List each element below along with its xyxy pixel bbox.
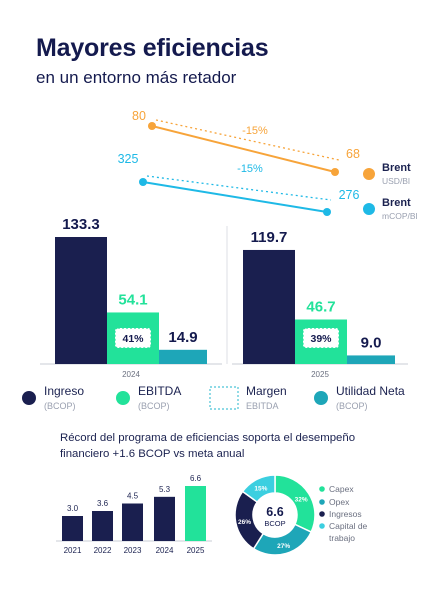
bar-utilidad-neta: [347, 355, 395, 364]
donut-legend-dot: [319, 499, 325, 505]
donut-center: [254, 494, 296, 536]
legend-dot: [116, 391, 130, 405]
donut-slice-label: 27%: [277, 543, 290, 550]
donut-legend: Capex Opex Ingresos Capital de trabajo: [319, 484, 368, 543]
legend-label: EBITDA: [138, 384, 181, 398]
brent-legend-unit: USD/Bl: [382, 176, 410, 186]
brent-dotted-line: [146, 175, 332, 201]
small-bar-category: 2023: [124, 546, 142, 555]
brent-start-value: 80: [132, 109, 146, 123]
brent-legend-unit: mCOP/Bl: [382, 211, 418, 221]
bar-ingreso: [55, 237, 107, 364]
margin-badge: [114, 327, 152, 349]
donut-legend-label: Opex: [329, 497, 350, 507]
brent-point: [139, 178, 147, 186]
brent-dotted-line: [155, 119, 340, 161]
donut-legend-dot: [319, 523, 325, 529]
brent-legend-name: Brent: [382, 162, 411, 174]
efficiencies-heading: Récord del programa de eficiencias sopor…: [60, 432, 356, 460]
brent-line: [151, 125, 336, 173]
margin-badge: [302, 327, 340, 349]
donut-legend-label: trabajo: [329, 533, 355, 543]
brent-end-value: 276: [339, 188, 360, 202]
legend-margin-box: [209, 386, 239, 410]
donut-legend-label: Capital de: [329, 521, 368, 531]
small-bar-value: 3.0: [67, 504, 79, 513]
brent-point: [331, 168, 339, 176]
legend-dot: [22, 391, 36, 405]
brent-line: [142, 181, 328, 213]
legend-label: Ingreso: [44, 384, 84, 398]
brent-point: [148, 122, 156, 130]
bar-value-label: 9.0: [361, 334, 382, 351]
bar-value-label: 133.3: [62, 216, 100, 233]
donut-center-value: 6.6: [266, 505, 283, 519]
page-title: Mayores eficiencias: [36, 34, 269, 62]
bar-ingreso: [243, 249, 295, 364]
donut-slice-label: 26%: [238, 519, 251, 526]
x-axis-category: 2025: [311, 370, 329, 379]
small-bar-value: 4.5: [127, 492, 139, 501]
legend-unit: (BCOP): [44, 401, 76, 411]
x-axis-category: 2024: [122, 370, 140, 379]
donut-slice-label: 32%: [295, 496, 308, 503]
legend-label: Utilidad Neta: [336, 384, 405, 398]
small-bar-category: 2024: [156, 546, 174, 555]
bar-utilidad-neta: [159, 349, 207, 364]
legend-unit: (BCOP): [138, 401, 170, 411]
legend-label: Margen: [246, 384, 287, 398]
bar-value-label: 54.1: [118, 291, 147, 308]
small-bar: [62, 516, 83, 541]
small-bar: [154, 496, 175, 541]
bar-value-label: 14.9: [168, 329, 197, 346]
donut-slice-capital-de-trabajo: [241, 474, 276, 504]
small-bar-category: 2025: [187, 546, 205, 555]
brent-end-value: 68: [346, 147, 360, 161]
legend-dot: [314, 391, 328, 405]
brent-legend-dot: [363, 203, 375, 215]
donut-legend-label: Ingresos: [329, 509, 362, 519]
brent-line-chart: 80 68 -15% 325 276 -15% Brent USD/Bl Brent mCOP/B…: [118, 109, 418, 221]
small-bar-category: 2022: [94, 546, 112, 555]
donut-slice-label: 15%: [254, 485, 267, 492]
financial-bar-chart: 133.3 54.1 14.9 41% 2024 119.7 46.7 9.0 39% 2025: [40, 216, 408, 379]
financial-legend: Ingreso (BCOP) EBITDA (BCOP) Margen EBITDA Uti…: [22, 384, 405, 411]
bar-value-label: 46.7: [306, 299, 335, 316]
donut-center-unit: BCOP: [264, 519, 285, 528]
legend-unit: EBITDA: [246, 401, 279, 411]
small-bar-category: 2021: [64, 546, 82, 555]
legend-unit: (BCOP): [336, 401, 368, 411]
brent-legend-dot: [363, 168, 375, 180]
brent-start-value: 325: [118, 152, 139, 166]
brent-change-label: -15%: [242, 125, 268, 137]
margin-badge-label: 41%: [122, 333, 144, 345]
donut-legend-dot: [319, 486, 325, 492]
margin-badge-label: 39%: [310, 333, 332, 345]
page-subtitle: en un entorno más retador: [36, 68, 237, 87]
donut-legend-dot: [319, 511, 325, 517]
small-bar: [122, 503, 143, 541]
brent-point: [323, 208, 331, 216]
small-bar-value: 3.6: [97, 499, 109, 508]
small-bar-value: 6.6: [190, 474, 202, 483]
brent-legend-name: Brent: [382, 197, 411, 209]
brent-change-label: -15%: [237, 163, 263, 175]
small-bar: [185, 486, 206, 541]
efficiencies-bar-chart: 3.0 2021 3.6 2022 4.5 2023 5.3 2024 6.6 2025: [56, 474, 212, 555]
small-bar: [92, 511, 113, 541]
small-bar-value: 5.3: [159, 485, 171, 494]
bar-value-label: 119.7: [251, 229, 288, 246]
donut-legend-label: Capex: [329, 484, 354, 494]
